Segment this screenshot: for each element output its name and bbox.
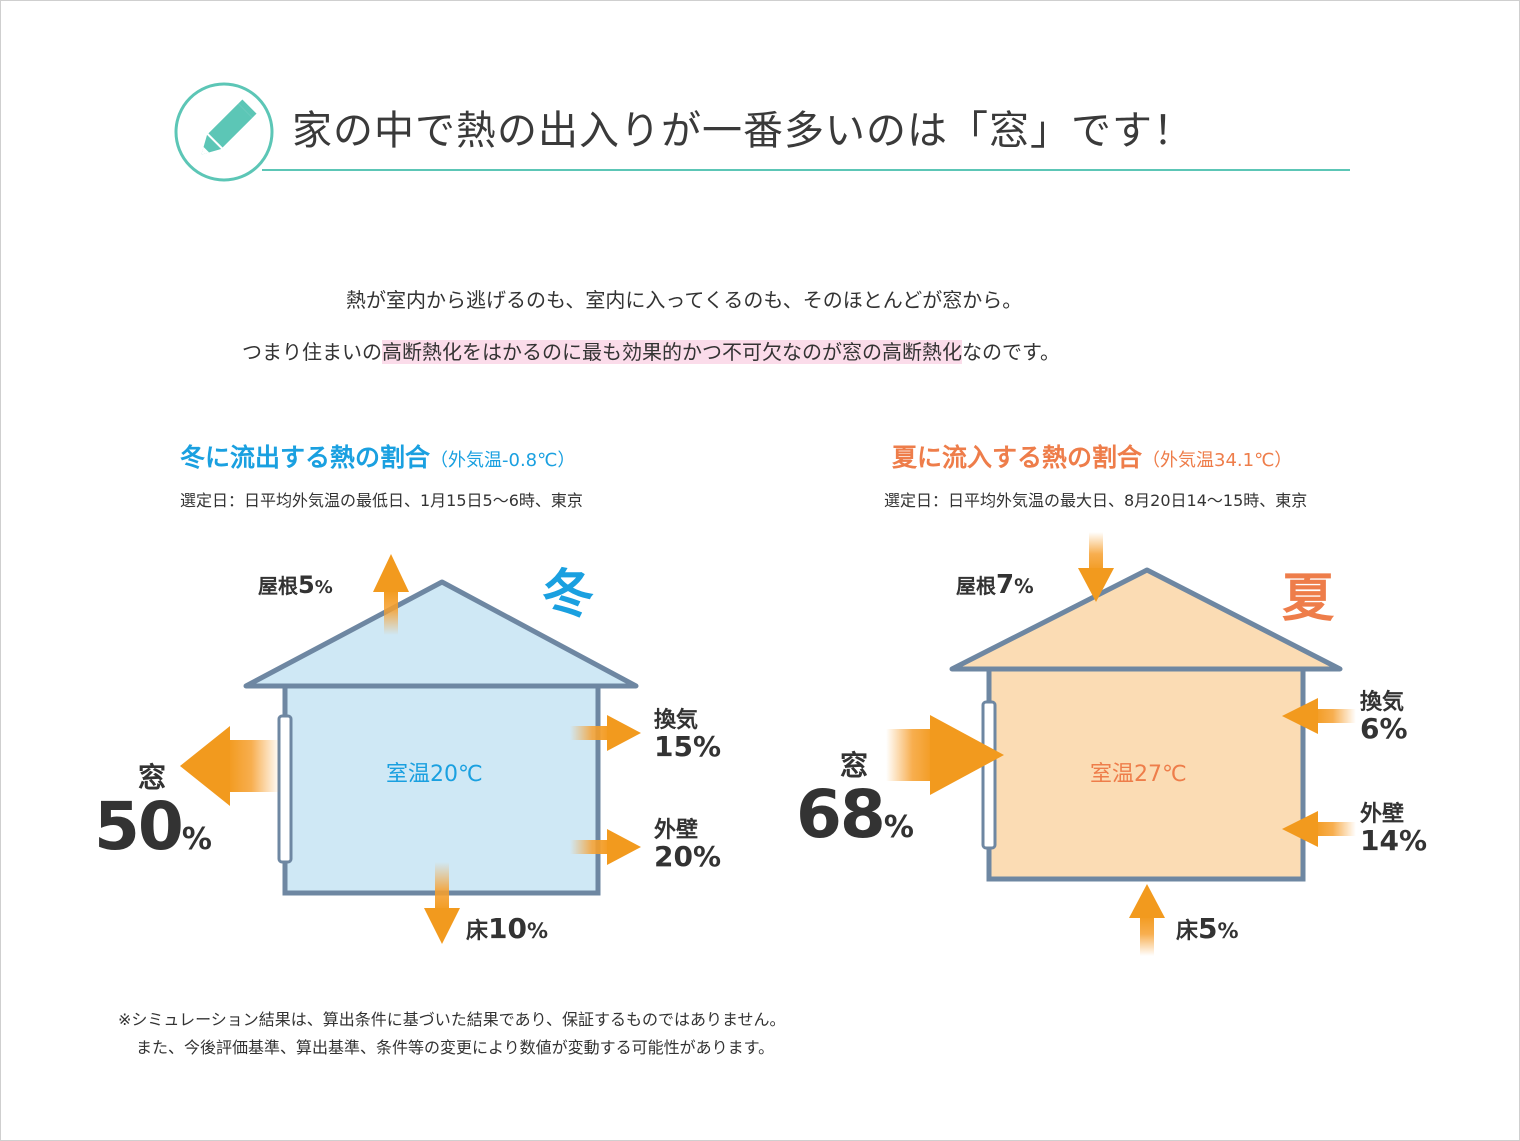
- summer-vent-arrow: [1282, 698, 1356, 734]
- winter-roof-label: 屋根: [258, 574, 298, 598]
- intro-highlight: 高断熱化をはかるのに最も効果的かつ不可欠なのが窓の高断熱化: [382, 340, 962, 364]
- summer-window-value: 68: [796, 776, 886, 853]
- summer-window: 68%: [796, 776, 914, 853]
- summer-room-temp: 室温27℃: [1090, 762, 1187, 787]
- summer-floor-value: 5: [1198, 912, 1218, 945]
- winter-title: 冬に流出する熱の割合（外気温-0.8℃）: [180, 438, 575, 474]
- summer-house: [949, 567, 1343, 882]
- winter-window-unit: %: [181, 822, 212, 857]
- winter-house: [243, 579, 639, 896]
- summer-window-label: 窓: [840, 749, 869, 782]
- winter-window-arrow: [180, 726, 280, 806]
- summer-floor: 床5%: [1176, 912, 1239, 945]
- summer-title-text: 夏に流入する熱の割合: [892, 443, 1143, 472]
- winter-vent-value: 15%: [654, 730, 722, 763]
- winter-floor: 床10%: [466, 912, 548, 945]
- summer-season-label: 夏: [1282, 569, 1335, 629]
- page-title: 家の中で熱の出入りが一番多いのは「窓」です！: [292, 108, 1194, 154]
- winter-floor-arrow: [424, 862, 460, 944]
- summer-roof-arrow: [1078, 532, 1114, 602]
- summer-subtitle: （外気温34.1℃）: [1142, 450, 1293, 471]
- intro-line-2: つまり住まいの高断熱化をはかるのに最も効果的かつ不可欠なのが窓の高断熱化なのです…: [242, 336, 1060, 365]
- winter-window: 50%: [94, 788, 212, 865]
- summer-vent-label: 換気: [1360, 690, 1405, 715]
- winter-vent-label: 換気: [654, 708, 699, 733]
- intro-line-2-post: なのです。: [962, 340, 1060, 364]
- winter-window-label: 窓: [138, 761, 167, 794]
- winter-subtitle: （外気温-0.8℃）: [430, 450, 576, 471]
- summer-floor-arrow: [1129, 884, 1165, 956]
- summer-wall-label: 外壁: [1360, 802, 1405, 827]
- footnote-line-1: ※シミュレーション結果は、算出条件に基づいた結果であり、保証するものではありませ…: [118, 1010, 786, 1029]
- winter-room-temp: 室温20℃: [386, 762, 483, 787]
- title-divider: [262, 169, 1350, 171]
- winter-wall-value: 20%: [654, 840, 722, 873]
- winter-roof-unit: %: [314, 577, 333, 598]
- winter-season-label: 冬: [542, 565, 595, 625]
- intro-line-1: 熱が室内から逃げるのも、室内に入ってくるのも、そのほとんどが窓から。: [346, 288, 1023, 312]
- summer-roof: 屋根7%: [956, 570, 1034, 600]
- winter-roof-arrow: [373, 554, 409, 635]
- summer-floor-unit: %: [1217, 919, 1239, 943]
- summer-roof-unit: %: [1014, 575, 1034, 598]
- summer-floor-label: 床: [1176, 919, 1199, 944]
- footnote-line-2: また、今後評価基準、算出基準、条件等の変更により数値が変動する可能性があります。: [136, 1038, 775, 1057]
- summer-roof-label: 屋根: [956, 574, 996, 598]
- summer-wall-arrow: [1282, 811, 1356, 847]
- pencil-icon: [174, 82, 274, 182]
- summer-wall-value: 14%: [1360, 824, 1428, 857]
- summer-roof-value: 7: [996, 570, 1015, 600]
- winter-wall-arrow: [570, 829, 641, 865]
- summer-vent-value: 6%: [1360, 712, 1408, 745]
- winter-window-frame: [277, 714, 293, 864]
- winter-roof-value: 5: [298, 571, 315, 599]
- summer-title: 夏に流入する熱の割合（外気温34.1℃）: [892, 438, 1292, 474]
- winter-wall-label: 外壁: [654, 818, 699, 843]
- winter-floor-label: 床: [466, 919, 489, 944]
- winter-note: 選定日：日平均外気温の最低日、1月15日5〜6時、東京: [180, 491, 583, 510]
- summer-window-arrow: [886, 715, 1004, 795]
- summer-window-unit: %: [883, 810, 914, 845]
- intro-line-2-pre: つまり住まいの: [242, 340, 382, 364]
- summer-note: 選定日：日平均外気温の最大日、8月20日14〜15時、東京: [884, 491, 1308, 510]
- winter-roof: 屋根5%: [258, 570, 333, 599]
- winter-window-value: 50: [94, 788, 184, 865]
- winter-vent-arrow: [570, 715, 641, 751]
- winter-title-text: 冬に流出する熱の割合: [180, 443, 431, 472]
- winter-floor-value: 10: [488, 912, 527, 945]
- winter-floor-unit: %: [526, 919, 549, 943]
- summer-window-frame: [981, 700, 997, 850]
